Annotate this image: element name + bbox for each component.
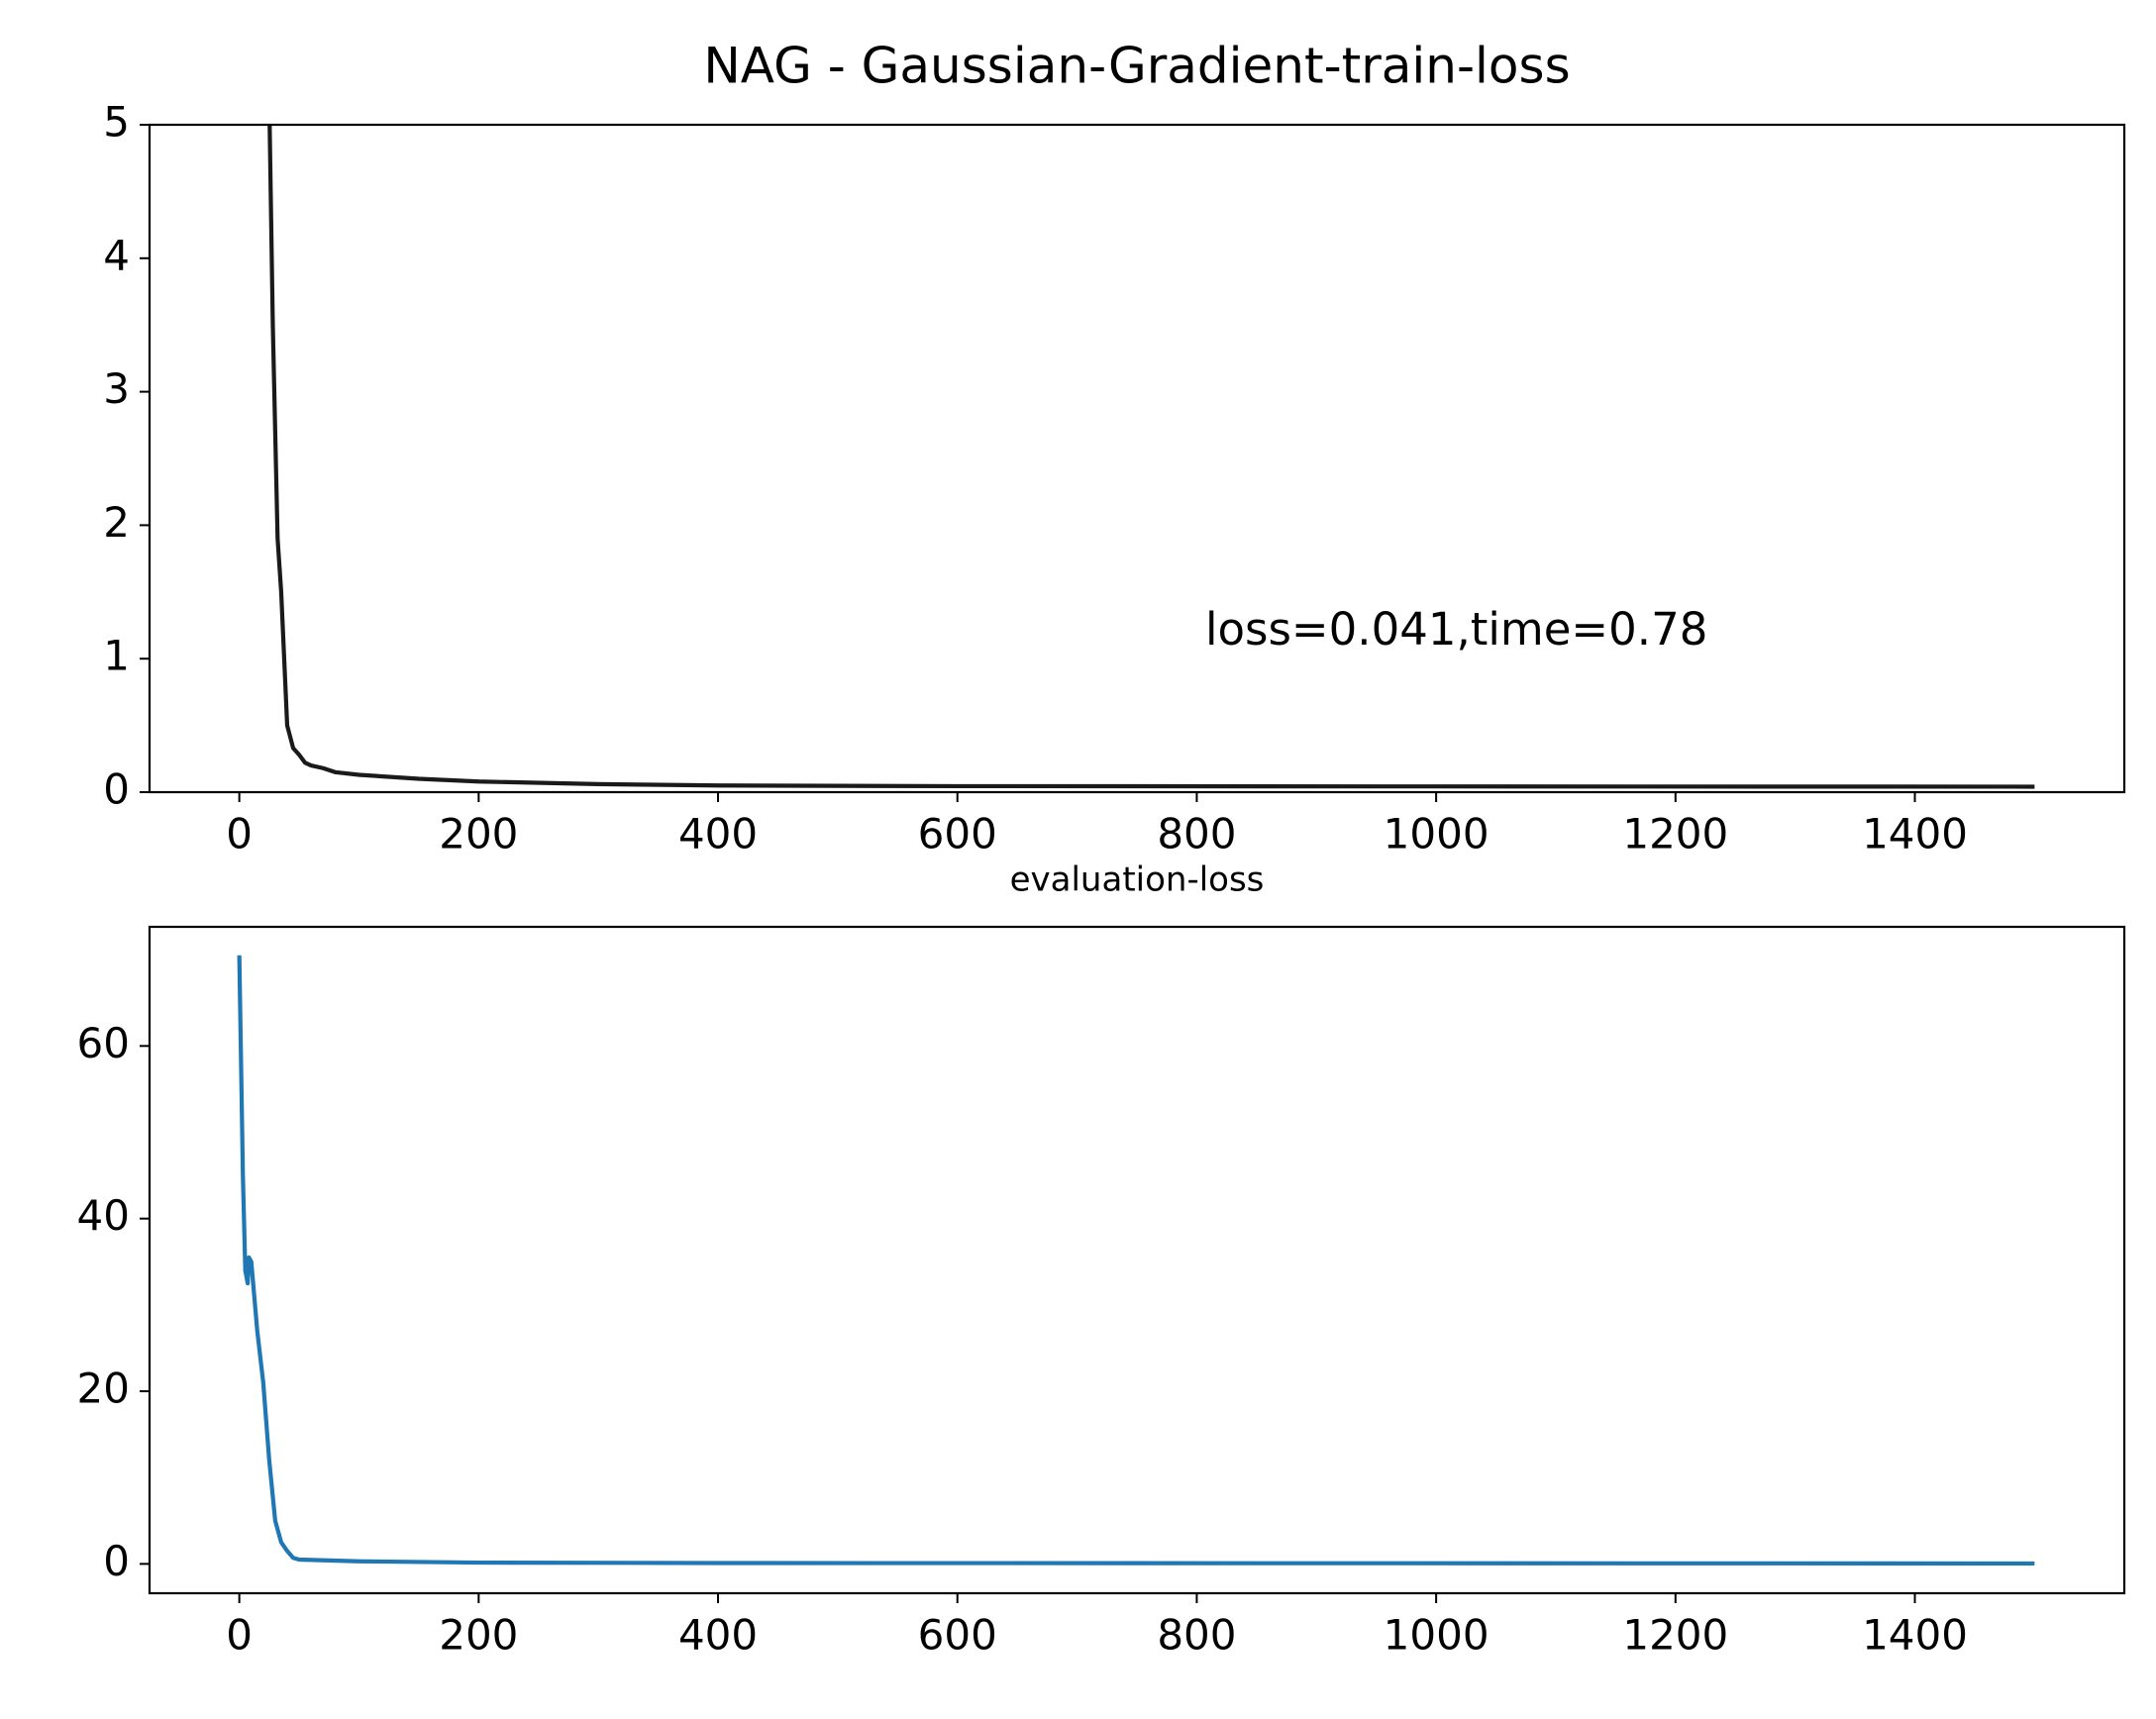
x-tick-label: 1200 — [1622, 1611, 1728, 1660]
x-tick-label: 600 — [918, 810, 997, 859]
x-tick-label: 0 — [226, 1611, 253, 1660]
chart-title: NAG - Gaussian-Gradient-train-loss — [703, 38, 1570, 95]
x-tick-label: 600 — [918, 1611, 997, 1660]
axes-frame — [148, 123, 2126, 794]
y-tick-label: 3 — [103, 364, 130, 413]
x-tick-label: 1000 — [1384, 810, 1489, 859]
x-tick-label: 800 — [1157, 810, 1236, 859]
x-tick-label: 200 — [439, 1611, 518, 1660]
y-tick-label: 40 — [77, 1191, 130, 1240]
y-tick-label: 20 — [77, 1365, 130, 1413]
annotation: loss=0.041,time=0.78 — [1205, 603, 1707, 656]
x-tick-label: 400 — [678, 810, 758, 859]
x-tick-label: 1400 — [1862, 1611, 1968, 1660]
chart-title: evaluation-loss — [1010, 860, 1265, 900]
y-tick-label: 5 — [103, 98, 130, 147]
x-tick-label: 0 — [226, 810, 253, 859]
y-tick-label: 1 — [103, 632, 130, 680]
x-tick-label: 1400 — [1862, 810, 1968, 859]
axes-frame — [148, 925, 2126, 1595]
data-line — [237, 955, 2035, 1567]
x-tick-label: 400 — [678, 1611, 758, 1660]
x-tick-label: 1000 — [1384, 1611, 1489, 1660]
data-line — [267, 125, 2035, 789]
y-tick-label: 60 — [77, 1019, 130, 1067]
y-tick-label: 4 — [103, 231, 130, 279]
y-tick-label: 0 — [103, 1537, 130, 1585]
x-tick-label: 800 — [1157, 1611, 1236, 1660]
x-tick-label: 1200 — [1622, 810, 1728, 859]
y-tick-label: 2 — [103, 498, 130, 547]
x-tick-label: 200 — [439, 810, 518, 859]
y-tick-label: 0 — [103, 765, 130, 814]
